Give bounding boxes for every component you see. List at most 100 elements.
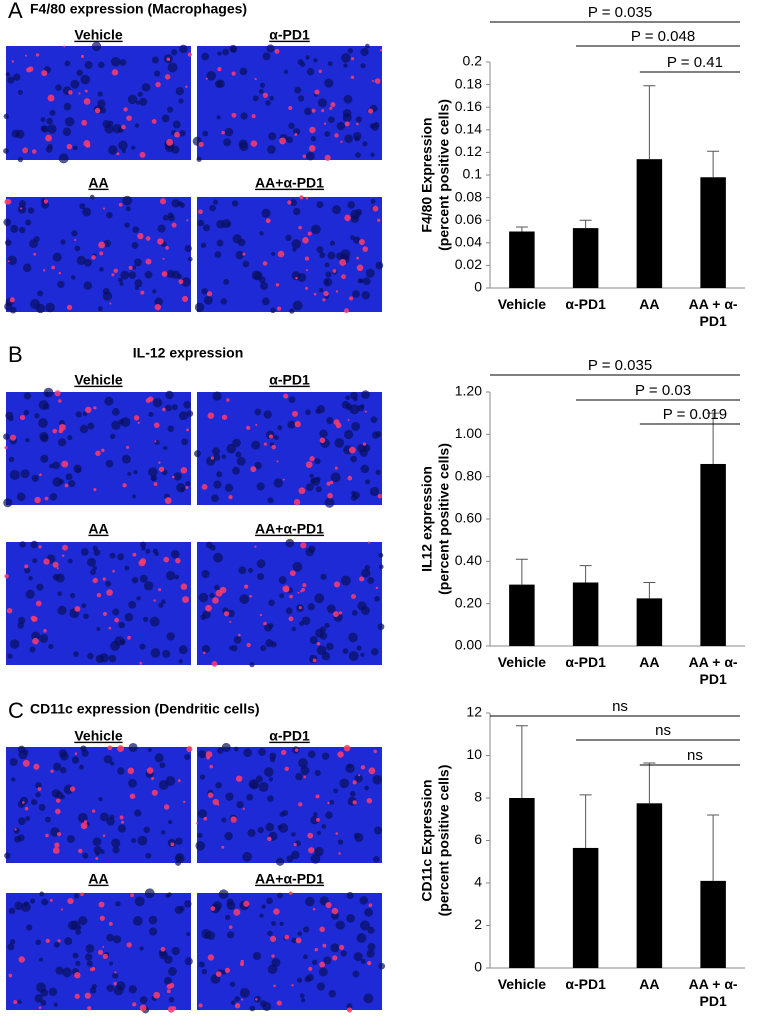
dark-spot: [221, 742, 231, 752]
dark-spot: [63, 102, 72, 111]
dark-spot: [301, 616, 311, 626]
dark-spot: [84, 60, 93, 69]
dark-spot: [148, 467, 158, 477]
dark-spot: [351, 490, 356, 496]
dark-spot: [277, 892, 283, 899]
dark-spot: [312, 959, 318, 965]
dark-spot: [137, 91, 143, 97]
dark-spot: [378, 962, 386, 970]
red-spot: [32, 637, 39, 645]
dark-spot: [294, 86, 302, 94]
red-spot: [313, 292, 317, 296]
dark-spot: [359, 920, 370, 931]
red-spot: [157, 238, 164, 245]
red-spot: [374, 78, 381, 84]
x-tick-label: AA + α-PD1: [688, 654, 738, 687]
dark-spot: [359, 448, 368, 457]
red-spot: [153, 599, 156, 602]
dark-spot: [258, 276, 266, 284]
dark-spot: [365, 479, 371, 485]
red-spot: [212, 798, 219, 806]
dark-spot: [165, 776, 176, 786]
red-spot: [210, 456, 214, 460]
red-spot: [255, 998, 258, 1001]
dark-spot: [225, 792, 234, 801]
red-spot: [41, 70, 48, 77]
dark-spot: [3, 498, 13, 508]
dark-spot: [75, 928, 82, 935]
dark-spot: [335, 920, 345, 930]
dark-spot: [55, 791, 64, 800]
dark-spot: [184, 957, 193, 966]
dark-spot: [281, 809, 289, 817]
y-tick-label: 0.16: [455, 98, 482, 114]
red-spot: [91, 966, 96, 971]
dark-spot: [325, 811, 333, 819]
dark-spot: [168, 967, 177, 976]
red-spot: [174, 131, 180, 138]
red-spot: [268, 434, 274, 439]
dark-spot: [201, 968, 208, 975]
panel-title: F4/80 expression (Macrophages): [30, 1, 247, 17]
red-spot: [118, 202, 123, 207]
dark-spot: [200, 242, 207, 248]
dark-spot: [154, 753, 164, 763]
dark-spot: [57, 605, 67, 615]
dark-spot: [19, 796, 29, 805]
red-spot: [102, 945, 105, 948]
dark-spot: [106, 984, 114, 992]
dark-spot: [124, 565, 130, 571]
red-spot: [250, 466, 257, 473]
red-spot: [206, 755, 210, 760]
red-spot: [58, 271, 62, 275]
dark-spot: [258, 748, 266, 756]
red-spot: [306, 465, 310, 468]
dark-spot: [323, 956, 332, 965]
red-spot: [343, 308, 350, 314]
dark-spot: [304, 107, 312, 116]
dark-spot: [360, 464, 370, 474]
red-spot: [127, 635, 131, 640]
red-spot: [350, 57, 355, 61]
dark-spot: [48, 987, 58, 996]
dark-spot: [293, 128, 301, 136]
dark-spot: [31, 474, 39, 482]
red-spot: [251, 114, 256, 119]
dark-spot: [371, 431, 380, 439]
dark-spot: [134, 123, 140, 128]
red-spot: [47, 94, 55, 102]
dark-spot: [345, 763, 355, 774]
red-spot: [325, 902, 332, 909]
dark-spot: [259, 82, 266, 88]
red-spot: [362, 246, 369, 252]
red-spot: [92, 577, 98, 584]
dark-spot: [165, 571, 176, 581]
panel-title: CD11c expression (Dendritic cells): [30, 701, 260, 717]
red-spot: [322, 943, 327, 948]
dark-spot: [175, 854, 183, 861]
red-spot: [198, 141, 204, 147]
dark-spot: [131, 242, 139, 249]
red-spot: [111, 69, 119, 76]
dark-spot: [49, 493, 58, 501]
red-spot: [283, 393, 289, 399]
red-spot: [338, 852, 341, 855]
red-spot: [273, 908, 280, 915]
red-spot: [107, 745, 113, 751]
dark-spot: [17, 622, 24, 629]
red-spot: [302, 154, 307, 158]
red-spot: [301, 587, 306, 592]
dark-spot: [104, 396, 114, 406]
dark-spot: [131, 265, 137, 270]
red-spot: [259, 613, 263, 617]
dark-spot: [289, 308, 295, 314]
dark-spot: [279, 593, 285, 599]
red-spot: [24, 54, 28, 57]
dark-spot: [39, 957, 44, 962]
dark-spot: [171, 404, 178, 411]
dark-spot: [119, 59, 127, 66]
y-tick-label: 0: [474, 279, 482, 295]
dark-spot: [340, 950, 347, 957]
red-spot: [277, 250, 285, 258]
dark-spot: [291, 850, 300, 860]
